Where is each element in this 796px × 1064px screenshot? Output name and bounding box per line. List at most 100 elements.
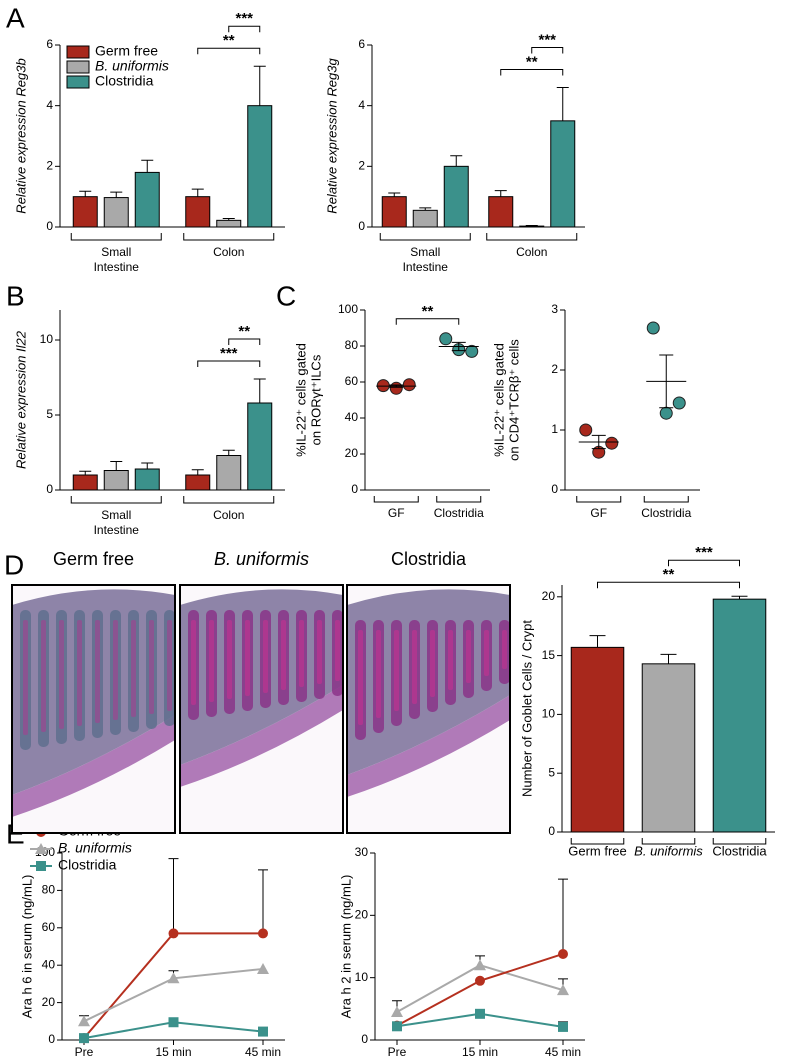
y-tick-label: 80	[42, 883, 56, 897]
y-tick-label: 10	[355, 970, 369, 984]
error-bar	[141, 462, 154, 469]
micrograph	[347, 585, 510, 833]
significance-label: ***	[695, 544, 713, 561]
goblet	[299, 620, 304, 687]
y-tick-label: 40	[345, 410, 359, 424]
y-tick-label: 6	[46, 37, 53, 51]
y-tick-label: 3	[551, 302, 558, 316]
error-bar	[556, 86, 569, 121]
y-axis-label: Number of Goblet Cells / Crypt	[519, 620, 534, 797]
marker	[168, 1017, 179, 1028]
y-axis-label: Ara h 2 in serum (ng/mL)	[338, 875, 353, 1019]
error-bar	[660, 653, 677, 664]
error-bar	[79, 190, 92, 197]
y-axis-label: Ara h 6 in serum (ng/mL)	[19, 875, 34, 1019]
category-bracket	[576, 496, 622, 503]
y-axis-label: %IL-22⁺ cells gated	[293, 343, 308, 457]
marker	[392, 1021, 402, 1032]
significance-label: **	[422, 303, 434, 320]
micrograph-caption: Clostridia	[391, 549, 467, 569]
bar	[216, 219, 242, 228]
legend-label: Germ free	[95, 43, 158, 59]
x-tick-label: Colon	[213, 508, 244, 522]
marker	[167, 972, 180, 984]
y-tick-label: 20	[42, 995, 56, 1009]
bar	[185, 474, 211, 491]
y-tick-label: 80	[345, 338, 359, 352]
y-axis-label: %IL-22⁺ cells gated	[491, 343, 506, 457]
significance-bracket	[228, 25, 261, 33]
x-tick-label: Small	[101, 508, 131, 522]
y-tick-label: 0	[551, 482, 558, 496]
marker	[168, 928, 179, 939]
y-tick-label: 2	[551, 362, 558, 376]
marker	[257, 962, 269, 974]
goblet	[376, 630, 381, 718]
y-tick-label: 0	[351, 482, 358, 496]
bar	[519, 225, 545, 228]
legend-swatch	[66, 60, 90, 74]
bar	[72, 474, 98, 491]
y-axis-label: Relative expression Il22	[13, 330, 28, 469]
bar	[443, 165, 469, 228]
error-bar	[191, 469, 204, 475]
group-bracket	[70, 496, 162, 504]
y-tick-label: 5	[548, 765, 555, 779]
x-tick-label: 15 min	[155, 1045, 191, 1059]
x-tick-label: Clostridia	[434, 506, 484, 520]
y-axis-label: Relative expression Reg3g	[324, 58, 339, 214]
y-tick-label: 1	[551, 422, 558, 436]
significance-bracket	[668, 559, 740, 567]
legend-swatch	[66, 75, 90, 89]
error-bar	[451, 341, 466, 352]
goblet	[209, 620, 214, 702]
error-bar	[494, 190, 507, 197]
marker	[258, 928, 268, 939]
panel-letter: D	[4, 549, 24, 580]
marker	[474, 959, 486, 971]
x-tick-label: Germ free	[568, 843, 627, 858]
y-tick-label: 20	[542, 589, 556, 603]
x-tick-label: Clostridia	[712, 843, 767, 858]
goblet	[113, 620, 118, 720]
category-bracket	[712, 838, 767, 845]
x-tick-label: Intestine	[94, 523, 140, 537]
error-bar	[388, 192, 401, 197]
x-tick-label: Colon	[213, 245, 244, 259]
goblet	[149, 620, 154, 714]
goblet	[448, 630, 453, 690]
significance-bracket	[597, 581, 740, 589]
micrograph	[180, 585, 343, 833]
category-bracket	[373, 496, 419, 503]
y-tick-label: 100	[338, 302, 358, 316]
y-tick-label: 20	[355, 908, 369, 922]
y-tick-label: 0	[548, 824, 555, 838]
y-tick-label: 0	[361, 1032, 368, 1046]
x-tick-label: 45 min	[245, 1045, 281, 1059]
x-tick-label: B. uniformis	[634, 843, 703, 858]
goblet	[167, 620, 172, 711]
x-tick-label: GF	[590, 506, 607, 520]
legend-label: Clostridia	[58, 857, 117, 873]
legend-label: B. uniformis	[58, 840, 132, 856]
bar	[641, 663, 696, 833]
error-bar	[558, 878, 568, 954]
y-tick-label: 20	[345, 446, 359, 460]
goblet	[317, 620, 322, 684]
goblet	[466, 630, 471, 683]
x-tick-label: Intestine	[403, 260, 449, 274]
data-point	[389, 381, 403, 395]
error-bar	[222, 218, 235, 221]
goblet	[245, 620, 250, 696]
error-bar	[389, 384, 404, 388]
data-point	[465, 344, 479, 358]
bar	[216, 455, 242, 491]
series-line	[396, 964, 564, 1013]
x-tick-label: Clostridia	[641, 506, 691, 520]
bar	[570, 646, 625, 833]
significance-label: ***	[235, 10, 253, 27]
legend-swatch	[66, 45, 90, 59]
error-bar	[253, 65, 266, 106]
x-tick-label: 45 min	[545, 1045, 581, 1059]
